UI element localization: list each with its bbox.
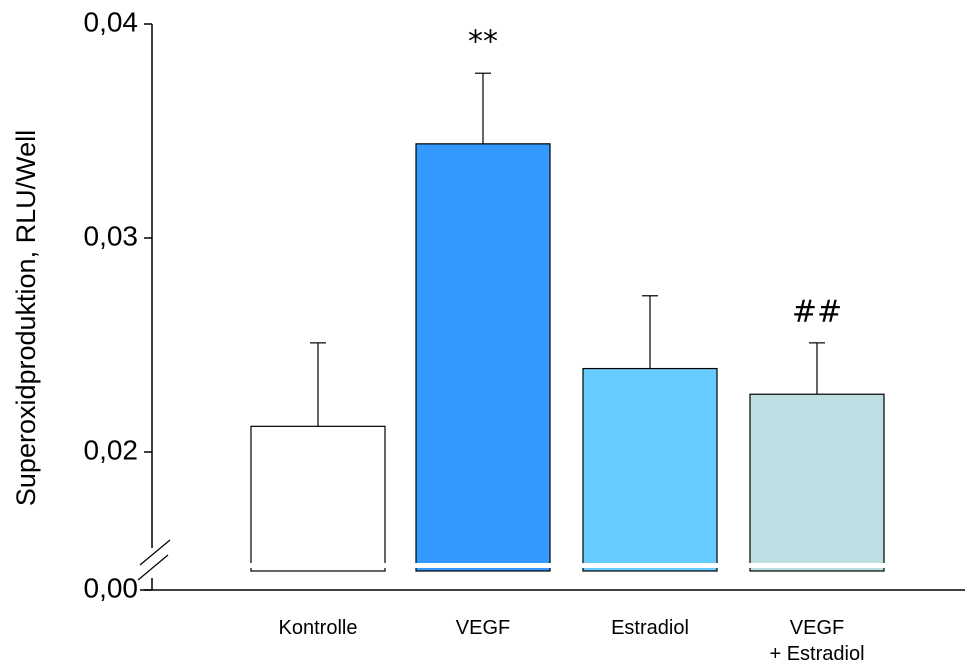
y-tick-label: 0,02 [84, 434, 139, 465]
x-tick-label: Kontrolle [278, 617, 358, 639]
annotation: ## [792, 294, 842, 329]
x-tick-label: VEGF [455, 617, 511, 639]
y-axis-label: Superoxidproduktion, RLU/Well [11, 130, 41, 506]
annotation: ** [468, 25, 498, 60]
y-tick-label: 0,04 [84, 6, 139, 37]
bar-break [250, 563, 386, 568]
y-tick-label: 0,03 [84, 220, 139, 251]
axis-break [137, 554, 169, 581]
bar [250, 425, 386, 572]
x-tick-label: Estradiol [611, 617, 689, 639]
y-tick-label: 0,00 [84, 572, 139, 603]
bar [415, 143, 551, 572]
x-tick-label: VEGF + Estradiol [769, 617, 865, 665]
bar-break [582, 563, 718, 568]
bar-break [415, 563, 551, 568]
bar [749, 393, 885, 572]
axis-break [139, 539, 171, 566]
bar-break [749, 563, 885, 568]
bar [582, 367, 718, 572]
